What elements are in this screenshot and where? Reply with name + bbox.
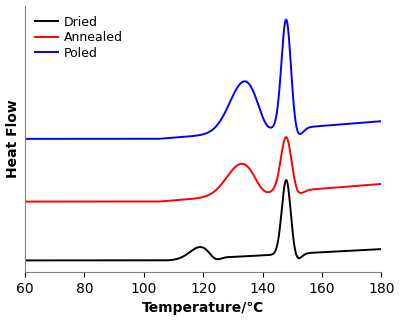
Line: Annealed: Annealed bbox=[25, 137, 381, 202]
Annealed bbox=[175, 198, 180, 202]
Dried bbox=[372, 247, 377, 251]
Poled bbox=[334, 123, 338, 127]
Poled bbox=[379, 119, 384, 123]
Annealed bbox=[372, 183, 377, 187]
Legend: Dried, Annealed, Poled: Dried, Annealed, Poled bbox=[31, 12, 127, 63]
Poled bbox=[63, 137, 68, 141]
Poled bbox=[159, 137, 164, 141]
Annealed bbox=[63, 200, 68, 204]
Poled bbox=[175, 135, 180, 139]
Annealed bbox=[23, 200, 28, 204]
Poled bbox=[84, 137, 89, 141]
Dried bbox=[23, 258, 28, 262]
Annealed bbox=[84, 200, 89, 204]
Line: Dried: Dried bbox=[25, 180, 381, 260]
Annealed bbox=[334, 186, 338, 189]
Dried bbox=[284, 178, 289, 182]
Dried bbox=[63, 258, 68, 262]
X-axis label: Temperature/℃: Temperature/℃ bbox=[142, 301, 264, 316]
Y-axis label: Heat Flow: Heat Flow bbox=[6, 100, 20, 178]
Dried bbox=[159, 258, 164, 262]
Annealed bbox=[379, 182, 384, 186]
Annealed bbox=[159, 199, 164, 203]
Poled bbox=[372, 120, 377, 124]
Poled bbox=[284, 18, 288, 22]
Poled bbox=[23, 137, 28, 141]
Dried bbox=[334, 250, 338, 254]
Dried bbox=[175, 257, 180, 261]
Annealed bbox=[284, 135, 288, 139]
Dried bbox=[379, 247, 384, 251]
Line: Poled: Poled bbox=[25, 20, 381, 139]
Dried bbox=[84, 258, 89, 262]
